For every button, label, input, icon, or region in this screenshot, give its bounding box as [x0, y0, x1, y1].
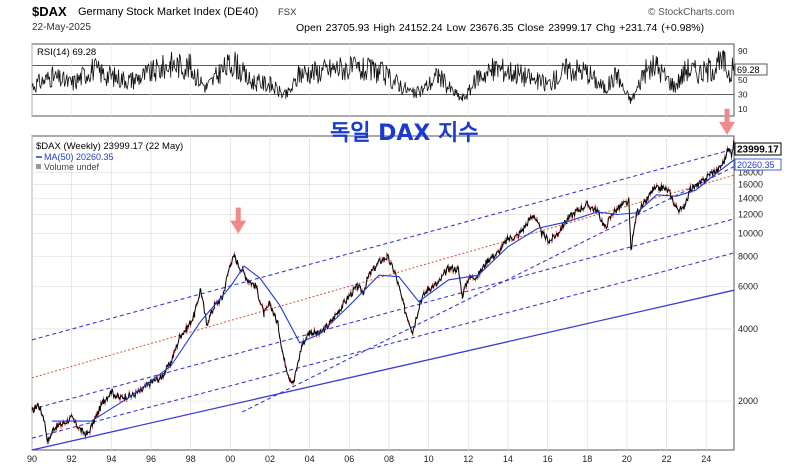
- header-symbol: $DAX: [32, 4, 67, 19]
- volume-legend-swatch: [36, 164, 41, 169]
- price-panel-frame: [31, 135, 735, 451]
- x-tick-label: 10: [424, 454, 434, 464]
- channel-line-upper: [31, 148, 735, 341]
- y-tick-label: 16000: [738, 180, 763, 190]
- x-tick-label: 06: [344, 454, 354, 464]
- rsi-tick-label: 50: [738, 75, 748, 85]
- x-tick-label: 08: [384, 454, 394, 464]
- peak-arrow-head: [230, 220, 247, 234]
- y-tick-label: 2000: [738, 396, 758, 406]
- header-name: Germany Stock Market Index (DE40): [78, 6, 259, 18]
- ma-value-label: 20260.35: [737, 160, 775, 170]
- y-tick-label: 4000: [738, 324, 758, 334]
- y-tick-label: 18000: [738, 167, 763, 177]
- rsi-tick-label: 90: [738, 46, 748, 56]
- x-tick-label: 16: [543, 454, 553, 464]
- y-tick-labels: 2000 4000 6000 8000 10000 12000 14000 16000 1800…: [738, 167, 763, 406]
- header-exchange: FSX: [278, 7, 297, 18]
- y-tick-label: 8000: [738, 252, 758, 262]
- rsi-line: [31, 49, 735, 104]
- x-tick-label: 00: [225, 454, 235, 464]
- ma-value-box: [734, 158, 782, 171]
- x-tick-label: 12: [463, 454, 473, 464]
- x-tick-label: 04: [305, 454, 315, 464]
- last-close-label: 23999.17: [737, 145, 779, 156]
- rsi-current-box: [734, 63, 768, 76]
- rsi-tick-label: 30: [738, 89, 748, 99]
- y-tick-label: 10000: [738, 228, 763, 238]
- ma-legend: MA(50) 20260.35: [44, 152, 114, 162]
- channel-line-channel-2: [31, 218, 735, 410]
- peak-arrow-shaft: [235, 207, 241, 222]
- last-close-box: [734, 142, 782, 156]
- header-source: © StockCharts.com: [648, 7, 735, 18]
- x-tick-label: 20: [622, 454, 632, 464]
- ma-line: [51, 159, 735, 422]
- x-tick-label: 94: [106, 454, 116, 464]
- x-tick-label: 90: [27, 454, 37, 464]
- peak-arrows: [230, 108, 736, 234]
- x-tick-label: 22: [662, 454, 672, 464]
- channel-line-channel-3: [31, 252, 735, 439]
- x-tick-label: 14: [503, 454, 513, 464]
- rsi-tick-labels: 90 50 30 10: [738, 46, 748, 114]
- channel-lines: [31, 148, 735, 451]
- peak-arrow-head: [719, 121, 736, 135]
- price-line: [31, 140, 735, 445]
- x-tick-label: 24: [701, 454, 711, 464]
- x-tick-labels: 90 92 94 96 98 00 02 04 06 08 10 12 14 16 18 20 22 24: [27, 454, 711, 464]
- channel-line-support: [241, 166, 735, 413]
- rsi-tick-label: 10: [738, 104, 748, 114]
- x-tick-label: 92: [67, 454, 77, 464]
- x-tick-label: 18: [582, 454, 592, 464]
- price-legend: $DAX (Weekly) 23999.17 (22 May): [36, 141, 183, 152]
- rsi-current-label: 69.28: [737, 65, 760, 75]
- x-tick-label: 02: [265, 454, 275, 464]
- price-series: [31, 137, 735, 445]
- peak-arrow-shaft: [724, 108, 730, 123]
- x-tick-label: 98: [186, 454, 196, 464]
- rsi-legend: RSI(14) 69.28: [37, 47, 96, 58]
- header-ohlc: Open 23705.93 High 24152.24 Low 23676.35…: [296, 22, 705, 34]
- chart-annotation: 독일 DAX 지수: [330, 121, 479, 146]
- x-tick-label: 96: [146, 454, 156, 464]
- y-tick-label: 6000: [738, 282, 758, 292]
- rsi-series: [31, 49, 735, 104]
- y-tick-label: 14000: [738, 193, 763, 203]
- volume-legend: Volume undef: [44, 162, 100, 172]
- channel-line-lower: [31, 289, 735, 451]
- header-date: 22-May-2025: [32, 22, 91, 33]
- y-tick-label: 12000: [738, 209, 763, 219]
- y-grid: [32, 171, 734, 402]
